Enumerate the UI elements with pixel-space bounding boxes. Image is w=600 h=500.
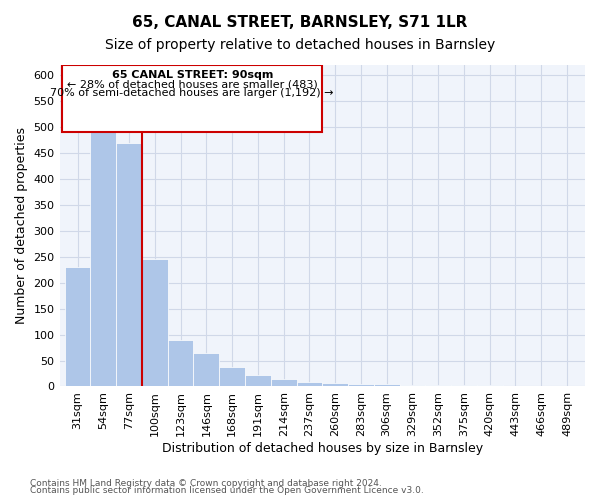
Bar (193, 353, 219, 386)
Bar (296, 382, 322, 386)
Bar (168, 340, 193, 386)
Bar (348, 384, 374, 386)
Text: 65, CANAL STREET, BARNSLEY, S71 1LR: 65, CANAL STREET, BARNSLEY, S71 1LR (133, 15, 467, 30)
Text: 65 CANAL STREET: 90sqm: 65 CANAL STREET: 90sqm (112, 70, 273, 80)
Bar (245, 375, 271, 386)
Y-axis label: Number of detached properties: Number of detached properties (15, 127, 28, 324)
Text: ← 28% of detached houses are smaller (483): ← 28% of detached houses are smaller (48… (67, 80, 317, 90)
Bar (400, 385, 425, 386)
Text: Size of property relative to detached houses in Barnsley: Size of property relative to detached ho… (105, 38, 495, 52)
FancyBboxPatch shape (62, 65, 322, 132)
Text: 70% of semi-detached houses are larger (1,192) →: 70% of semi-detached houses are larger (… (50, 88, 334, 98)
Bar (271, 379, 296, 386)
Bar (425, 385, 451, 386)
Bar (374, 384, 400, 386)
Bar (219, 367, 245, 386)
Bar (91, 132, 116, 386)
X-axis label: Distribution of detached houses by size in Barnsley: Distribution of detached houses by size … (162, 442, 483, 455)
Bar (65, 267, 91, 386)
Bar (116, 143, 142, 386)
Bar (322, 383, 348, 386)
Text: Contains HM Land Registry data © Crown copyright and database right 2024.: Contains HM Land Registry data © Crown c… (30, 478, 382, 488)
Bar (142, 260, 168, 386)
Text: Contains public sector information licensed under the Open Government Licence v3: Contains public sector information licen… (30, 486, 424, 495)
